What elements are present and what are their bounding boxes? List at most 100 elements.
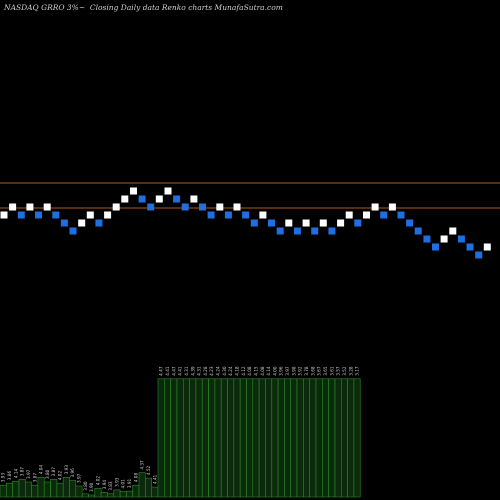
brick-9-up [78, 219, 86, 227]
brick-8-down [69, 227, 77, 235]
volume-bar-6 [37, 476, 45, 498]
volume-bar-21 [132, 484, 140, 498]
volume-label-1: 3.86 [7, 471, 12, 481]
volume-label-12: 3.97 [77, 473, 82, 483]
volume-label-50: 3.67 [317, 366, 322, 376]
volume-label-44: 3.96 [279, 366, 284, 376]
volume-label-17: 3.83 [108, 481, 113, 491]
volume-label-51: 3.65 [323, 366, 328, 376]
volume-bar-52 [328, 378, 336, 498]
volume-bar-24 [151, 486, 159, 498]
brick-4-down [35, 211, 42, 219]
volume-bar-55 [347, 378, 355, 498]
volume-bar-28 [176, 378, 184, 498]
brick-6-down [52, 211, 60, 219]
brick-41-down [354, 219, 362, 227]
volume-label-21: 4.08 [133, 473, 138, 483]
volume-label-26: 4.41 [165, 366, 170, 376]
brick-21-down [181, 203, 189, 211]
volume-label-35: 4.30 [222, 366, 227, 376]
volume-bar-8 [50, 478, 58, 498]
brick-2-down [17, 211, 25, 219]
brick-27-up [233, 203, 241, 211]
brick-20-down [173, 195, 181, 203]
volume-label-55: 3.28 [348, 366, 353, 376]
brick-17-down [147, 203, 155, 211]
volume-label-49: 3.68 [310, 366, 315, 376]
volume-bar-1 [6, 482, 13, 498]
volume-bar-42 [265, 378, 273, 498]
volume-bar-53 [334, 378, 342, 498]
renko-bricks [0, 187, 491, 259]
volume-bar-5 [31, 484, 39, 498]
brick-44-down [380, 211, 388, 219]
volume-label-28: 4.41 [178, 366, 183, 376]
volume-bar-43 [271, 378, 279, 498]
volume-label-37: 4.18 [235, 366, 240, 376]
volume-label-2: 4.14 [13, 469, 18, 479]
brick-1-up [9, 203, 17, 211]
brick-49-down [423, 235, 431, 243]
volume-label-29: 4.31 [184, 366, 189, 376]
brick-43-up [371, 203, 379, 211]
brick-33-up [285, 219, 293, 227]
volume-label-7: 3.80 [45, 469, 50, 479]
volume-label-13: 3.80 [83, 481, 88, 491]
volume-label-18: 3.93 [114, 477, 119, 487]
level-lines [0, 182, 500, 209]
volume-bar-11 [69, 480, 77, 498]
volume-label-6: 4.04 [39, 465, 44, 475]
volume-label-20: 3.91 [127, 478, 132, 488]
brick-11-down [95, 219, 103, 227]
volume-label-27: 4.47 [171, 366, 176, 376]
volume-bar-37 [233, 378, 241, 498]
volume-bar-16 [100, 491, 108, 498]
volume-bar-33 [208, 378, 216, 498]
volume-label-14: 3.90 [89, 482, 94, 492]
volume-label-41: 4.08 [260, 366, 265, 376]
volume-bar-13 [81, 493, 89, 498]
brick-39-up [337, 219, 345, 227]
volume-label-34: 4.24 [216, 366, 221, 376]
volume-bar-4 [24, 481, 32, 498]
volume-bar-50 [315, 378, 323, 498]
brick-12-up [104, 211, 112, 219]
volume-bar-17 [107, 493, 115, 498]
brick-38-down [328, 227, 336, 235]
volume-bar-56 [353, 378, 361, 498]
volume-bar-14 [88, 494, 96, 498]
brick-23-down [199, 203, 206, 211]
volume-bar-23 [145, 477, 153, 498]
volume-label-54: 3.52 [342, 366, 347, 376]
volume-label-4: 3.97 [26, 469, 31, 479]
volume-label-46: 3.98 [291, 366, 296, 376]
brick-24-down [207, 211, 215, 219]
arrow-glyph: ~ [78, 3, 86, 12]
volume-label-3: 3.87 [20, 467, 25, 477]
volume-label-31: 4.31 [197, 366, 202, 376]
brick-36-down [311, 227, 319, 235]
volume-bar-36 [227, 378, 235, 498]
brick-45-up [388, 203, 396, 211]
volume-bar-35 [220, 378, 228, 498]
volume-bar-26 [164, 378, 171, 498]
volume-bar-12 [75, 485, 83, 498]
brick-51-up [440, 235, 448, 243]
volume-bar-22 [138, 472, 146, 498]
volume-label-56: 3.17 [355, 366, 360, 376]
volume-label-33: 4.23 [209, 366, 214, 376]
volume-bar-49 [309, 378, 317, 498]
volume-bar-40 [252, 378, 260, 498]
brick-22-up [190, 195, 198, 203]
volume-label-47: 3.92 [298, 366, 303, 376]
brick-19-up [164, 187, 172, 195]
brick-35-up [302, 219, 310, 227]
volume-bar-19 [119, 491, 127, 498]
brick-7-down [60, 219, 68, 227]
brick-3-up [26, 203, 34, 211]
volume-bar-7 [43, 481, 51, 498]
volume-label-10: 3.93 [64, 465, 69, 475]
volume-bar-48 [303, 378, 311, 498]
volume-label-15: 4.02 [96, 476, 101, 486]
volume-bar-51 [321, 378, 329, 498]
